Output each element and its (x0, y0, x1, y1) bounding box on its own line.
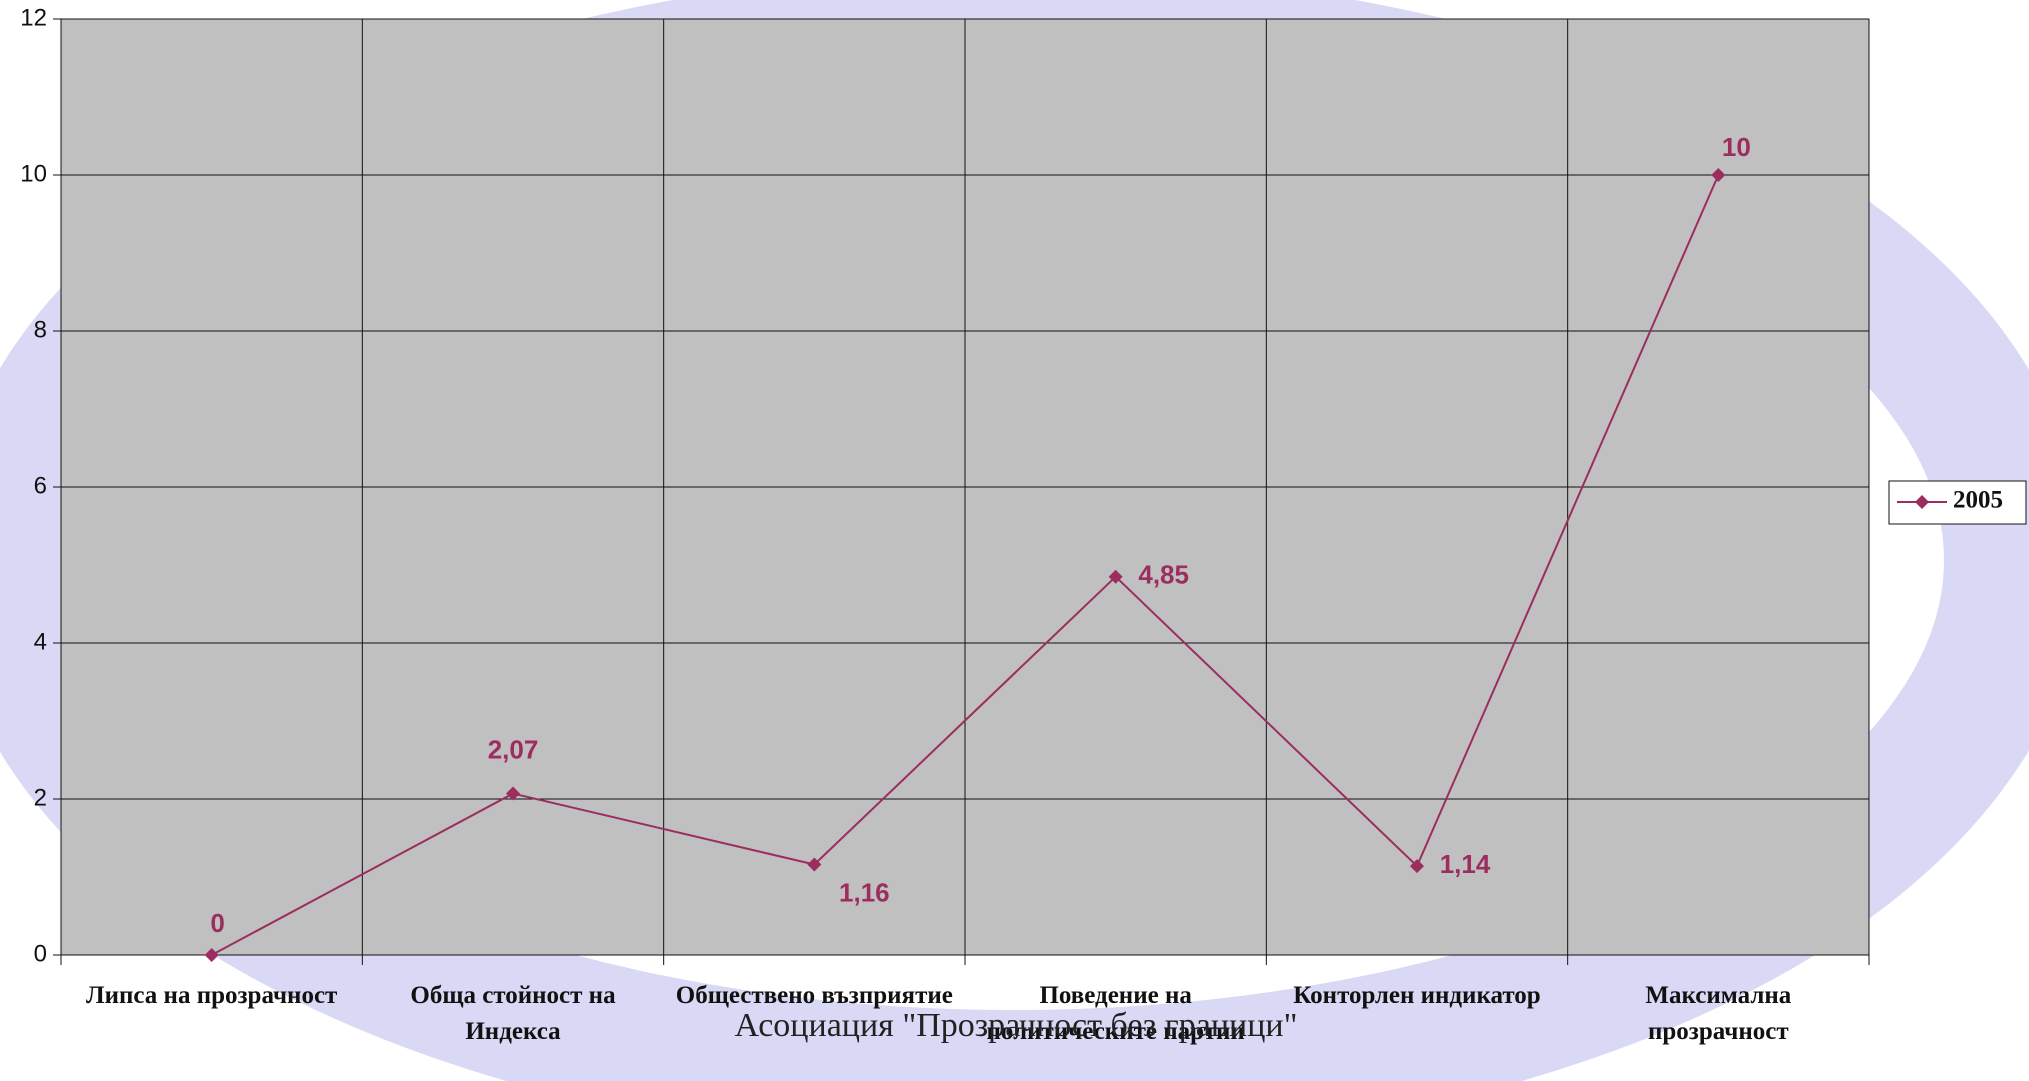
marker (1410, 859, 1424, 874)
y-tick-label: 0 (34, 940, 47, 967)
line (211, 174, 1720, 956)
data-label: 2,07 (488, 734, 539, 764)
legend-label: 2005 (1953, 487, 2003, 514)
legend-marker (1915, 495, 1929, 509)
x-tick-label: Конторлен индикатор (1293, 982, 1541, 1009)
y-tick-label: 10 (20, 160, 47, 187)
marker (506, 786, 520, 801)
watermark: Асоциация "Прозрачност без граници" (734, 1007, 1298, 1044)
marker (807, 857, 822, 872)
x-tick-label: Обществено възприятие (675, 982, 953, 1009)
x-tick-label: Максимална прозрачност (1645, 982, 1792, 1045)
data-label: 1,16 (839, 877, 890, 907)
marker (1108, 569, 1123, 584)
data-label: 10 (1722, 132, 1751, 162)
marker (204, 948, 219, 962)
y-tick-label: 8 (34, 316, 47, 343)
y-tick-label: 4 (34, 628, 47, 655)
x-tick-label: Обща стойност на Индекса (410, 982, 616, 1045)
data-label: 4,85 (1138, 560, 1189, 590)
x-tick-label: Липса на прозрачност (85, 982, 338, 1009)
x-tick-label: Поведение на политическите партии (986, 982, 1245, 1045)
marker (1711, 168, 1726, 182)
data-label: 0 (210, 908, 224, 938)
data-label: 1,14 (1440, 849, 1491, 879)
y-tick-label: 6 (34, 472, 47, 499)
y-tick-label: 12 (20, 4, 47, 31)
y-tick-label: 2 (34, 784, 47, 811)
